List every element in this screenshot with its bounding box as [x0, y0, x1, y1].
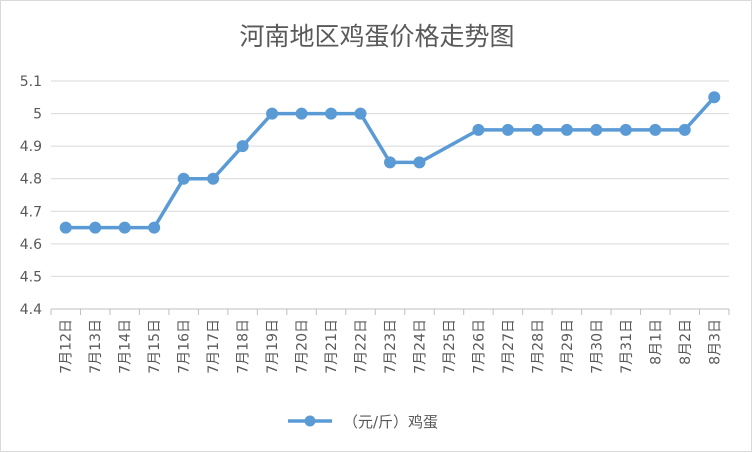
series-group — [59, 91, 721, 234]
data-point — [89, 221, 102, 234]
x-tick-label: 7月22日 — [354, 319, 370, 374]
x-tick-label: 7月31日 — [619, 319, 635, 374]
x-tick-label: 8月3日 — [707, 319, 723, 365]
data-point — [354, 107, 367, 120]
legend-label: （元/斤）鸡蛋 — [343, 413, 438, 431]
data-point — [325, 107, 338, 120]
x-axis — [50, 308, 730, 315]
data-point — [177, 172, 190, 185]
x-tick-label: 7月20日 — [295, 319, 311, 374]
data-point — [708, 91, 721, 104]
y-tick-label: 4.6 — [20, 237, 42, 253]
data-point — [619, 123, 632, 136]
data-point — [560, 123, 573, 136]
x-tick-label: 8月1日 — [648, 319, 664, 365]
x-tick-label: 7月19日 — [265, 319, 281, 374]
x-tick-label: 7月30日 — [589, 319, 605, 374]
y-tick-label: 4.7 — [20, 204, 42, 220]
x-tick-label: 7月21日 — [324, 319, 340, 374]
y-tick-label: 4.4 — [20, 302, 42, 318]
x-tick-label: 7月14日 — [118, 319, 134, 374]
y-tick-label: 5 — [33, 107, 42, 123]
x-tick-label: 7月26日 — [471, 319, 487, 374]
data-point — [590, 123, 603, 136]
y-tick-label: 5.1 — [20, 74, 42, 90]
x-tick-label: 7月18日 — [236, 319, 252, 374]
x-axis-ticks: 7月12日 7月13日 7月14日 7月15日 7月16日 7月17日 7月18日 7月19日… — [59, 319, 724, 374]
y-tick-label: 4.8 — [20, 172, 42, 188]
series-line — [63, 95, 717, 230]
x-tick-label: 7月12日 — [59, 319, 75, 374]
data-point — [501, 123, 514, 136]
x-tick-label: 7月28日 — [530, 319, 546, 374]
x-tick-label: 7月24日 — [412, 319, 428, 374]
y-axis-ticks: 4.4 4.5 4.6 4.7 4.8 4.9 5 5.1 — [20, 74, 42, 318]
data-point — [649, 123, 662, 136]
legend-swatch-marker — [304, 415, 316, 427]
x-tick-label: 7月13日 — [88, 319, 104, 374]
data-point — [118, 221, 131, 234]
x-tick-label: 7月15日 — [147, 319, 163, 374]
x-tick-label: 7月17日 — [206, 319, 222, 374]
x-tick-label: 7月29日 — [560, 319, 576, 374]
data-point — [236, 140, 249, 153]
legend: （元/斤）鸡蛋 — [288, 413, 438, 431]
data-point — [148, 221, 161, 234]
x-tick-label: 8月2日 — [678, 319, 694, 365]
x-tick-label: 7月23日 — [383, 319, 399, 374]
data-point — [472, 123, 485, 136]
y-tick-label: 4.9 — [20, 139, 42, 155]
x-tick-label: 7月25日 — [442, 319, 458, 374]
data-point — [295, 107, 308, 120]
data-point — [678, 123, 691, 136]
data-point — [266, 107, 279, 120]
data-point — [413, 156, 426, 169]
data-point — [207, 172, 220, 185]
x-tick-label: 7月16日 — [177, 319, 193, 374]
data-point — [531, 123, 544, 136]
data-point — [59, 221, 72, 234]
gridlines — [51, 80, 729, 277]
x-tick-label: 7月27日 — [501, 319, 517, 374]
data-point — [384, 156, 396, 169]
y-tick-label: 4.5 — [20, 269, 42, 285]
chart-title: 河南地区鸡蛋价格走势图 — [239, 22, 514, 51]
